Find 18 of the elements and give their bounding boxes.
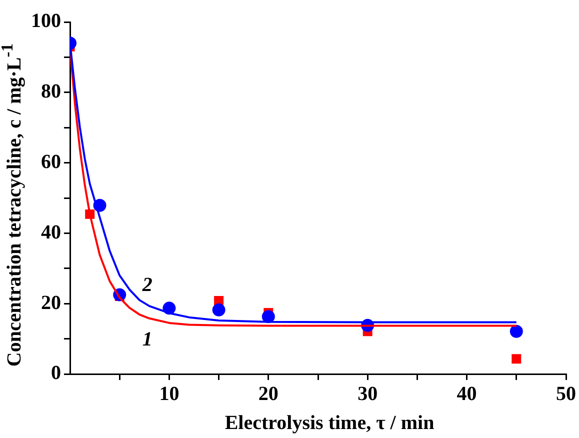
x-axis-title: Electrolysis time, τ / min [224, 412, 436, 435]
y-tick-label: 0 [51, 362, 61, 384]
series-label: 2 [141, 274, 152, 296]
x-tick-label: 20 [258, 383, 278, 406]
series-label: 1 [142, 328, 152, 351]
point [512, 354, 522, 364]
y-tick-label: 40 [41, 221, 61, 244]
x-tick-label: 50 [556, 383, 576, 406]
y-tick-label: 60 [41, 150, 61, 173]
y-tick-label: 80 [41, 80, 61, 103]
point [262, 310, 275, 324]
x-tick-label: 40 [456, 383, 477, 406]
x-tick-label: 30 [358, 383, 378, 406]
y-tick-label: 20 [41, 292, 61, 314]
point [212, 303, 226, 316]
y-tick-label: 100 [31, 10, 61, 32]
x-tick-label: 10 [159, 383, 180, 406]
point [510, 324, 523, 338]
